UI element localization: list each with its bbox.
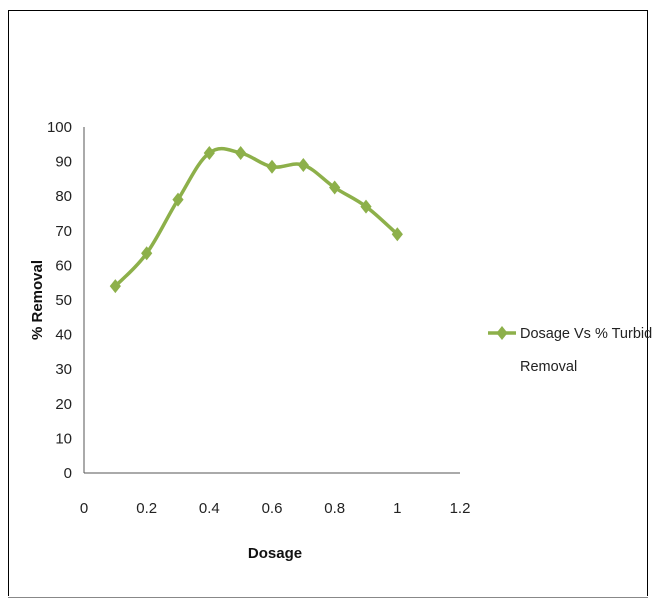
x-axis-title: Dosage bbox=[248, 545, 302, 562]
y-tick-label: 30 bbox=[55, 361, 72, 378]
y-tick-label: 80 bbox=[55, 188, 72, 205]
y-tick-label: 50 bbox=[55, 292, 72, 309]
y-tick-label: 100 bbox=[47, 119, 72, 136]
y-tick-label: 40 bbox=[55, 327, 72, 344]
series-layer bbox=[109, 145, 403, 294]
y-tick-label: 20 bbox=[55, 396, 72, 413]
chart-frame bbox=[8, 10, 648, 596]
y-tick-label: 0 bbox=[64, 465, 72, 482]
data-point-marker bbox=[391, 227, 403, 242]
data-point-marker bbox=[141, 246, 153, 261]
data-point-marker bbox=[297, 158, 309, 173]
x-tick-labels: 0 0.2 0.4 0.6 0.8 1 1.2 bbox=[80, 500, 471, 517]
axes bbox=[83, 127, 460, 474]
x-tick-label: 1 bbox=[393, 500, 401, 517]
x-tick-label: 0.4 bbox=[199, 500, 220, 517]
legend-entry-label-line2: Removal bbox=[520, 359, 577, 375]
x-tick-label: 0.8 bbox=[324, 500, 345, 517]
y-tick-labels: 0 10 20 30 40 50 60 70 80 90 100 bbox=[47, 119, 72, 482]
y-tick-label: 90 bbox=[55, 154, 72, 171]
x-tick-label: 1.2 bbox=[450, 500, 471, 517]
data-point-marker bbox=[172, 192, 184, 207]
y-tick-label: 60 bbox=[55, 257, 72, 274]
legend: Dosage Vs % Turbidity Removal bbox=[488, 326, 653, 375]
y-axis-title: % Removal bbox=[29, 260, 46, 340]
legend-marker-swatch bbox=[496, 326, 508, 340]
data-point-marker bbox=[109, 279, 121, 294]
data-point-marker bbox=[235, 145, 247, 160]
x-tick-label: 0.6 bbox=[262, 500, 283, 517]
y-tick-label: 70 bbox=[55, 223, 72, 240]
chart-frame-bottom bbox=[8, 597, 648, 598]
data-point-marker bbox=[360, 199, 372, 214]
legend-entry-label-line1: Dosage Vs % Turbidity bbox=[520, 326, 653, 342]
y-tick-label: 10 bbox=[55, 430, 72, 447]
data-point-marker bbox=[266, 159, 278, 174]
x-tick-label: 0.2 bbox=[136, 500, 157, 517]
data-point-marker bbox=[203, 145, 215, 160]
series-line bbox=[114, 146, 399, 288]
x-tick-label: 0 bbox=[80, 500, 88, 517]
data-point-marker bbox=[329, 180, 341, 195]
